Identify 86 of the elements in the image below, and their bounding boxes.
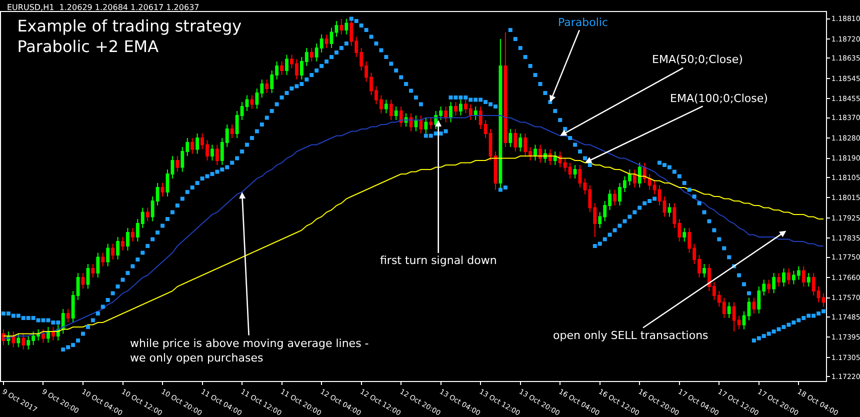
candlestick	[210, 144, 214, 161]
candlestick	[508, 128, 512, 148]
candlestick	[230, 124, 234, 138]
text: EMA(50;0;Close)	[652, 53, 743, 66]
candlestick	[330, 27, 334, 48]
candlestick	[498, 38, 502, 190]
candlestick	[344, 18, 348, 35]
text: Parabolic	[558, 16, 608, 29]
candlestick	[96, 252, 100, 278]
candlestick	[772, 272, 776, 294]
candlestick	[399, 106, 403, 128]
candlestick	[146, 207, 150, 222]
candlestick	[806, 272, 810, 287]
candlestick	[514, 128, 518, 152]
annotation: first turn signal down	[380, 254, 497, 267]
text: Example of trading strategy Parabolic +2 EMA	[17, 16, 242, 56]
candlestick	[340, 18, 344, 35]
candlestick	[534, 144, 537, 161]
candlestick	[324, 34, 328, 48]
chart-subtitle: EURUSD,H1 1.20629 1.20684 1.20617 1.20637	[7, 3, 200, 12]
candlestick	[518, 133, 522, 152]
candlestick	[662, 196, 666, 218]
candlestick	[787, 268, 790, 285]
candlestick	[285, 54, 288, 76]
candlestick	[747, 297, 751, 321]
candlestick	[632, 169, 636, 188]
candlestick	[454, 102, 458, 116]
candlestick	[777, 272, 780, 287]
candlestick	[334, 20, 338, 38]
candlestick	[106, 243, 110, 267]
candlestick	[449, 102, 452, 123]
candlestick	[384, 99, 388, 114]
text: EMA(100;0;Close)	[670, 92, 768, 105]
candlestick	[101, 252, 105, 267]
annotation: open only SELL transactions	[553, 329, 709, 342]
candlestick	[66, 308, 70, 323]
candlestick	[444, 106, 448, 123]
candlestick	[538, 144, 542, 164]
candlestick	[86, 264, 90, 290]
candlestick	[22, 333, 26, 350]
candlestick	[116, 236, 120, 260]
candlestick	[429, 117, 433, 130]
candlestick	[160, 182, 164, 197]
candlestick	[742, 310, 746, 330]
candlestick	[51, 326, 55, 341]
annotation: while price is above moving average lines - we only open purchases	[130, 337, 369, 364]
candlestick	[16, 333, 20, 348]
candlestick	[310, 48, 314, 62]
candlestick	[250, 94, 254, 110]
candlestick	[121, 236, 124, 251]
candlestick	[668, 202, 672, 218]
candlestick	[91, 264, 95, 278]
candlestick	[424, 117, 428, 134]
candlestick	[414, 115, 418, 132]
candlestick	[389, 99, 393, 120]
candlestick	[682, 228, 686, 242]
candlestick	[504, 32, 508, 148]
candlestick	[459, 99, 462, 116]
candlestick	[782, 268, 786, 287]
candlestick	[42, 328, 45, 344]
candlestick	[702, 264, 706, 278]
candlestick	[12, 331, 16, 348]
candlestick	[613, 189, 616, 206]
candlestick	[553, 151, 557, 166]
candlestick	[190, 138, 194, 154]
candlestick	[215, 144, 219, 166]
candlestick	[802, 266, 806, 287]
candlestick	[81, 272, 85, 290]
candlestick	[111, 243, 115, 260]
candlestick	[419, 115, 423, 134]
candlestick	[767, 279, 771, 294]
candlestick	[394, 106, 398, 120]
candlestick	[548, 148, 552, 166]
candlestick	[280, 61, 284, 76]
candlestick	[752, 297, 756, 314]
candlestick	[638, 162, 642, 188]
candlestick	[474, 106, 478, 120]
candlestick	[126, 228, 130, 251]
candlestick	[130, 228, 134, 242]
candlestick	[573, 164, 577, 179]
candlestick	[409, 112, 413, 132]
candlestick	[176, 156, 180, 172]
candlestick	[196, 133, 200, 154]
candlestick	[727, 302, 731, 318]
candlestick	[265, 79, 269, 94]
candlestick	[46, 326, 50, 344]
